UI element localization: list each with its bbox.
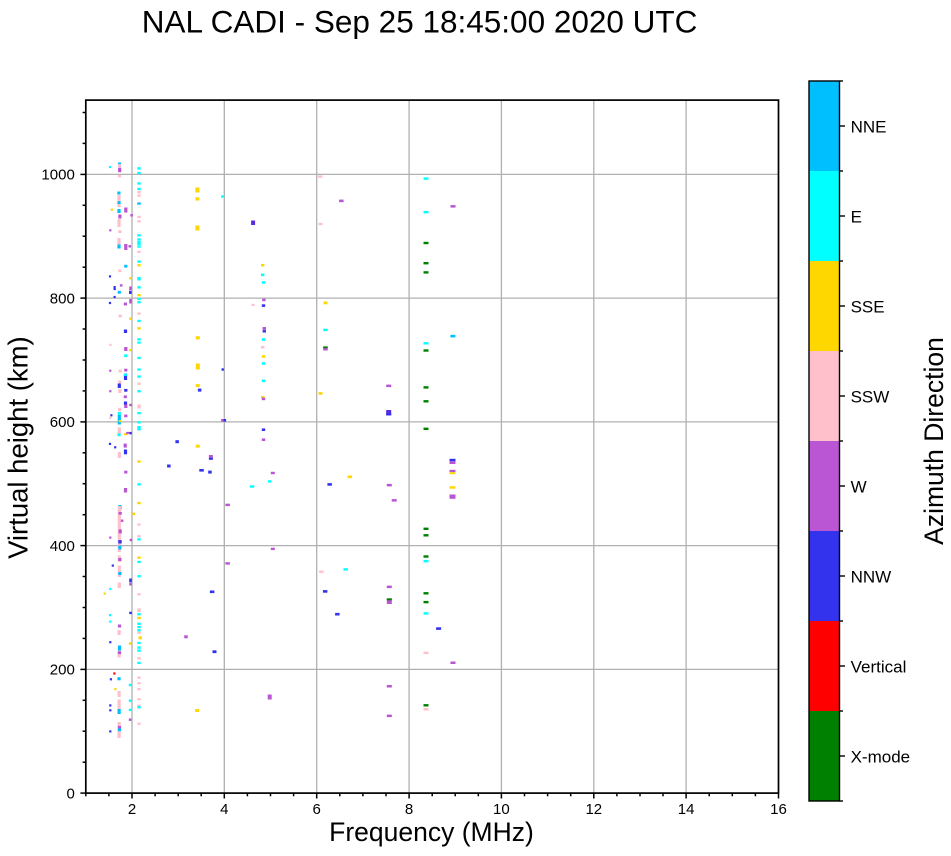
svg-text:X-mode: X-mode	[851, 747, 911, 766]
svg-text:NNE: NNE	[851, 117, 887, 136]
svg-text:NNW: NNW	[851, 567, 892, 586]
svg-text:W: W	[851, 477, 867, 496]
svg-text:2: 2	[128, 801, 136, 818]
svg-text:400: 400	[50, 538, 75, 555]
svg-text:4: 4	[220, 801, 228, 818]
svg-text:1000: 1000	[41, 167, 74, 184]
svg-text:6: 6	[313, 801, 321, 818]
svg-text:SSW: SSW	[851, 387, 890, 406]
svg-text:Vertical: Vertical	[851, 657, 907, 676]
svg-text:NAL CADI - Sep 25 18:45:00 202: NAL CADI - Sep 25 18:45:00 2020 UTC	[142, 4, 698, 40]
svg-text:SSE: SSE	[851, 297, 885, 316]
svg-text:E: E	[851, 207, 862, 226]
svg-text:10: 10	[493, 801, 510, 818]
svg-text:Virtual height (km): Virtual height (km)	[3, 336, 34, 559]
svg-text:14: 14	[678, 801, 695, 818]
svg-text:0: 0	[66, 785, 74, 802]
svg-text:600: 600	[50, 414, 75, 431]
svg-text:200: 200	[50, 662, 75, 679]
svg-text:12: 12	[585, 801, 602, 818]
svg-text:800: 800	[50, 290, 75, 307]
svg-text:16: 16	[770, 801, 787, 818]
svg-text:Azimuth Direction: Azimuth Direction	[919, 337, 949, 545]
svg-text:8: 8	[405, 801, 413, 818]
svg-text:Frequency (MHz): Frequency (MHz)	[329, 817, 534, 847]
